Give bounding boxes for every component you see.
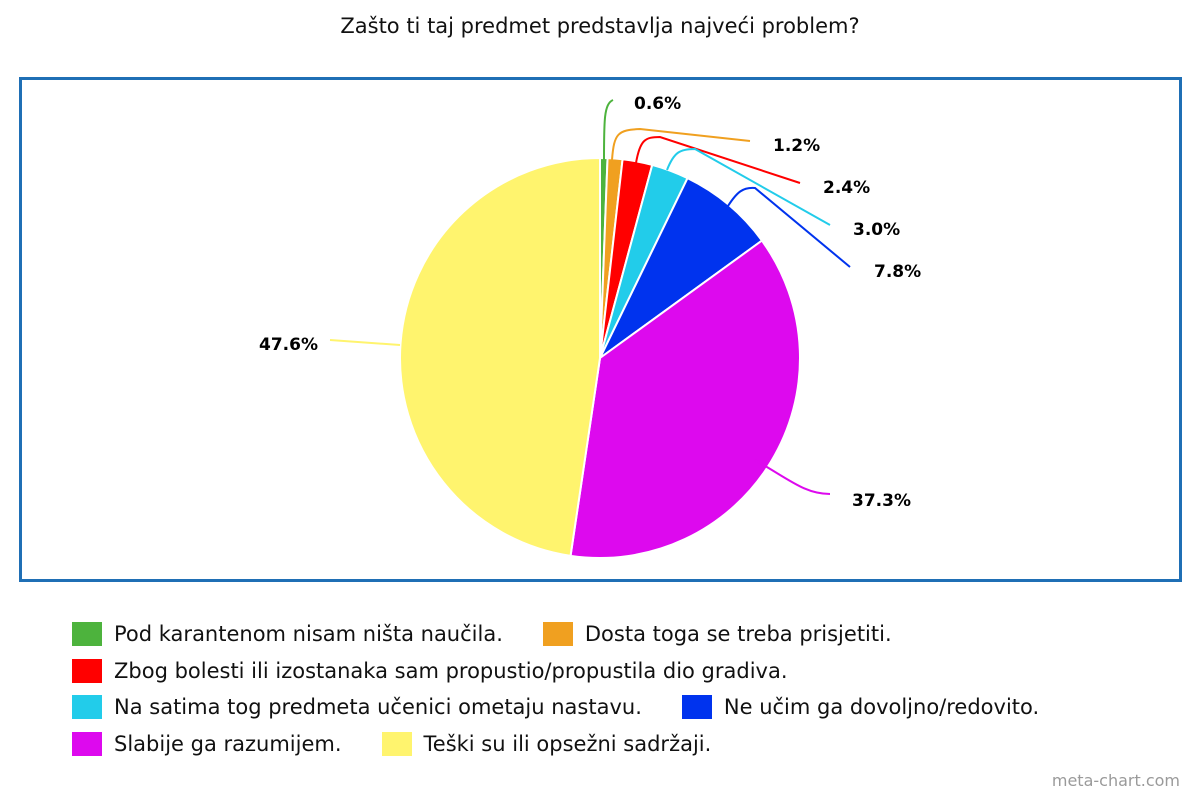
legend-item: Slabije ga razumijem.: [72, 731, 342, 756]
pie-slice-6: [569, 239, 801, 559]
legend-swatch: [681, 695, 712, 720]
data-label-1: 0.6%: [634, 94, 681, 114]
legend-swatch: [381, 731, 412, 756]
leader-line-3: [635, 135, 801, 184]
legend-label: Pod karantenom nisam ništa naučila.: [114, 622, 503, 647]
leader-line-2: [611, 127, 751, 161]
legend-item: Teški su ili opsežni sadržaji.: [381, 731, 712, 756]
legend-row: Pod karantenom nisam ništa naučila. Dosta…: [72, 616, 1182, 653]
legend-label: Na satima tog predmeta učenici ometaju n…: [114, 695, 642, 720]
legend-label: Ne učim ga dovoljno/redovito.: [723, 695, 1040, 720]
leader-line-5: [727, 186, 851, 268]
leader-line-1: [603, 99, 614, 161]
legend-label: Slabije ga razumijem.: [114, 731, 342, 756]
plot-area-frame: [19, 77, 1182, 582]
data-label-7: 47.6%: [259, 335, 318, 355]
data-label-6: 37.3%: [852, 491, 911, 511]
data-label-2: 1.2%: [773, 136, 820, 156]
legend-swatch: [72, 658, 102, 683]
watermark: meta-chart.com: [1051, 771, 1180, 790]
legend-swatch: [72, 695, 102, 720]
leader-line-7: [329, 339, 401, 346]
data-label-3: 2.4%: [823, 178, 870, 198]
legend-label: Dosta toga se treba prisjetiti.: [584, 622, 892, 647]
legend-row: Slabije ga razumijem. Teški su ili opsežn…: [72, 726, 1182, 763]
legend-item: Dosta toga se treba prisjetiti.: [542, 622, 892, 647]
legend-swatch: [72, 731, 102, 756]
legend-item: Na satima tog predmeta učenici ometaju n…: [72, 695, 642, 720]
legend-swatch: [542, 622, 573, 647]
legend-swatch: [72, 622, 102, 647]
data-label-4: 3.0%: [853, 220, 900, 240]
legend-item: Ne učim ga dovoljno/redovito.: [681, 695, 1040, 720]
leader-line-4: [666, 147, 831, 226]
legend-label: Teški su ili opsežni sadržaji.: [423, 731, 712, 756]
data-label-5: 7.8%: [874, 262, 921, 282]
legend-item: Pod karantenom nisam ništa naučila.: [72, 622, 503, 647]
legend-row: Zbog bolesti ili izostanaka sam propusti…: [72, 653, 1182, 690]
legend-item: Zbog bolesti ili izostanaka sam propusti…: [72, 658, 788, 683]
chart-title: Zašto ti taj predmet predstavlja najveći…: [340, 14, 860, 38]
legend-label: Zbog bolesti ili izostanaka sam propusti…: [114, 658, 788, 683]
pie-slice-7: [399, 156, 601, 557]
legend: Pod karantenom nisam ništa naučila. Dosta…: [72, 616, 1182, 762]
legend-row: Na satima tog predmeta učenici ometaju n…: [72, 689, 1182, 726]
leader-line-6: [754, 459, 831, 495]
